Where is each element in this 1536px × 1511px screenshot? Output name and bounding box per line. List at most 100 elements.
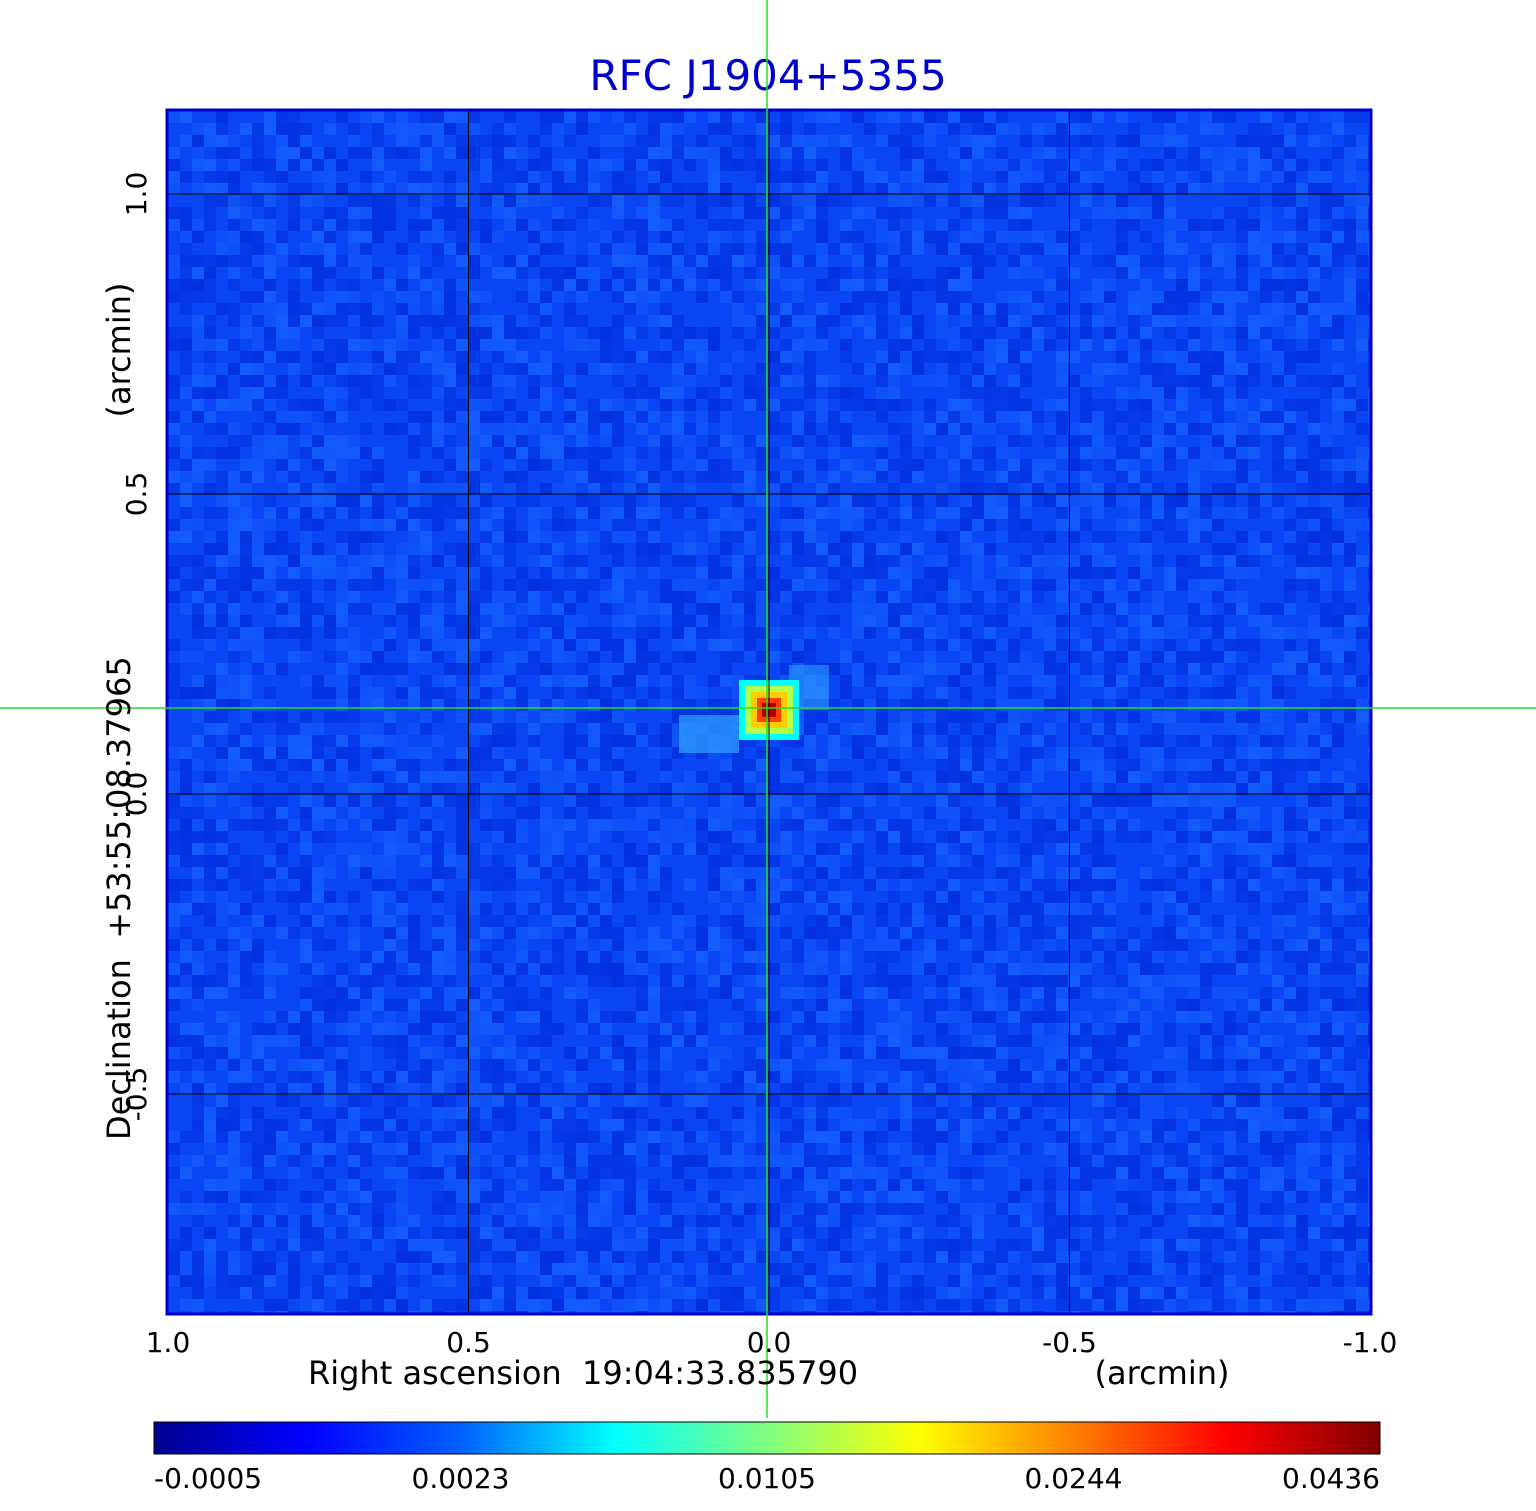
noise-pixel [924, 231, 936, 243]
noise-pixel [636, 939, 648, 951]
noise-pixel [828, 483, 840, 495]
noise-pixel [948, 411, 960, 423]
noise-pixel [1212, 807, 1224, 819]
noise-pixel [1212, 687, 1224, 699]
noise-pixel [1164, 639, 1176, 651]
noise-pixel [1200, 699, 1212, 711]
noise-pixel [732, 435, 744, 447]
noise-pixel [1152, 795, 1164, 807]
noise-pixel [936, 267, 948, 279]
noise-pixel [1020, 591, 1032, 603]
noise-pixel [1104, 795, 1116, 807]
noise-pixel [1020, 507, 1032, 519]
noise-pixel [888, 243, 900, 255]
noise-pixel [768, 783, 780, 795]
noise-pixel [1164, 231, 1176, 243]
noise-pixel [1080, 783, 1092, 795]
noise-pixel [1248, 903, 1260, 915]
noise-pixel [1152, 255, 1164, 267]
noise-pixel [240, 399, 252, 411]
noise-pixel [576, 567, 588, 579]
noise-pixel [948, 531, 960, 543]
noise-pixel [276, 807, 288, 819]
noise-pixel [984, 663, 996, 675]
noise-pixel [348, 363, 360, 375]
noise-pixel [972, 315, 984, 327]
noise-pixel [168, 267, 180, 279]
noise-pixel [744, 207, 756, 219]
noise-pixel [924, 519, 936, 531]
noise-pixel [240, 375, 252, 387]
noise-pixel [348, 675, 360, 687]
noise-pixel [864, 711, 876, 723]
noise-pixel [936, 243, 948, 255]
noise-pixel [312, 375, 324, 387]
noise-pixel [348, 147, 360, 159]
noise-pixel [624, 387, 636, 399]
noise-pixel [768, 855, 780, 867]
noise-pixel [1260, 999, 1272, 1011]
noise-pixel [552, 435, 564, 447]
noise-pixel [336, 663, 348, 675]
noise-pixel [480, 747, 492, 759]
noise-pixel [708, 867, 720, 879]
noise-pixel [192, 855, 204, 867]
noise-pixel [444, 699, 456, 711]
noise-pixel [180, 255, 192, 267]
noise-pixel [228, 843, 240, 855]
noise-pixel [912, 195, 924, 207]
noise-pixel [1272, 267, 1284, 279]
noise-pixel [420, 675, 432, 687]
noise-pixel [492, 315, 504, 327]
noise-pixel [1152, 519, 1164, 531]
noise-pixel [1320, 231, 1332, 243]
noise-pixel [216, 531, 228, 543]
noise-pixel [192, 939, 204, 951]
noise-pixel [276, 615, 288, 627]
noise-pixel [444, 459, 456, 471]
noise-pixel [360, 867, 372, 879]
noise-pixel [1080, 591, 1092, 603]
noise-pixel [312, 771, 324, 783]
noise-pixel [660, 795, 672, 807]
noise-pixel [1188, 615, 1200, 627]
noise-pixel [1284, 255, 1296, 267]
noise-pixel [276, 387, 288, 399]
noise-pixel [540, 543, 552, 555]
noise-pixel [540, 771, 552, 783]
noise-pixel [1056, 279, 1068, 291]
noise-pixel [288, 111, 300, 123]
noise-pixel [948, 219, 960, 231]
noise-pixel [1320, 555, 1332, 567]
noise-pixel [660, 831, 672, 843]
noise-pixel [288, 603, 300, 615]
noise-pixel [996, 699, 1008, 711]
noise-pixel [408, 507, 420, 519]
noise-pixel [228, 483, 240, 495]
noise-pixel [1308, 447, 1320, 459]
noise-pixel [276, 123, 288, 135]
noise-pixel [1272, 303, 1284, 315]
noise-pixel [912, 507, 924, 519]
noise-pixel [612, 435, 624, 447]
noise-pixel [516, 927, 528, 939]
noise-pixel [1152, 927, 1164, 939]
noise-pixel [444, 615, 456, 627]
noise-pixel [564, 183, 576, 195]
noise-pixel [1284, 975, 1296, 987]
noise-pixel [1032, 531, 1044, 543]
noise-pixel [576, 507, 588, 519]
noise-pixel [1020, 171, 1032, 183]
noise-pixel [1032, 195, 1044, 207]
noise-pixel [636, 999, 648, 1011]
noise-pixel [744, 651, 756, 663]
noise-pixel [324, 795, 336, 807]
noise-pixel [648, 939, 660, 951]
noise-pixel [1260, 207, 1272, 219]
noise-pixel [804, 375, 816, 387]
noise-pixel [1200, 279, 1212, 291]
noise-pixel [276, 231, 288, 243]
noise-pixel [600, 675, 612, 687]
noise-pixel [216, 471, 228, 483]
noise-pixel [780, 891, 792, 903]
